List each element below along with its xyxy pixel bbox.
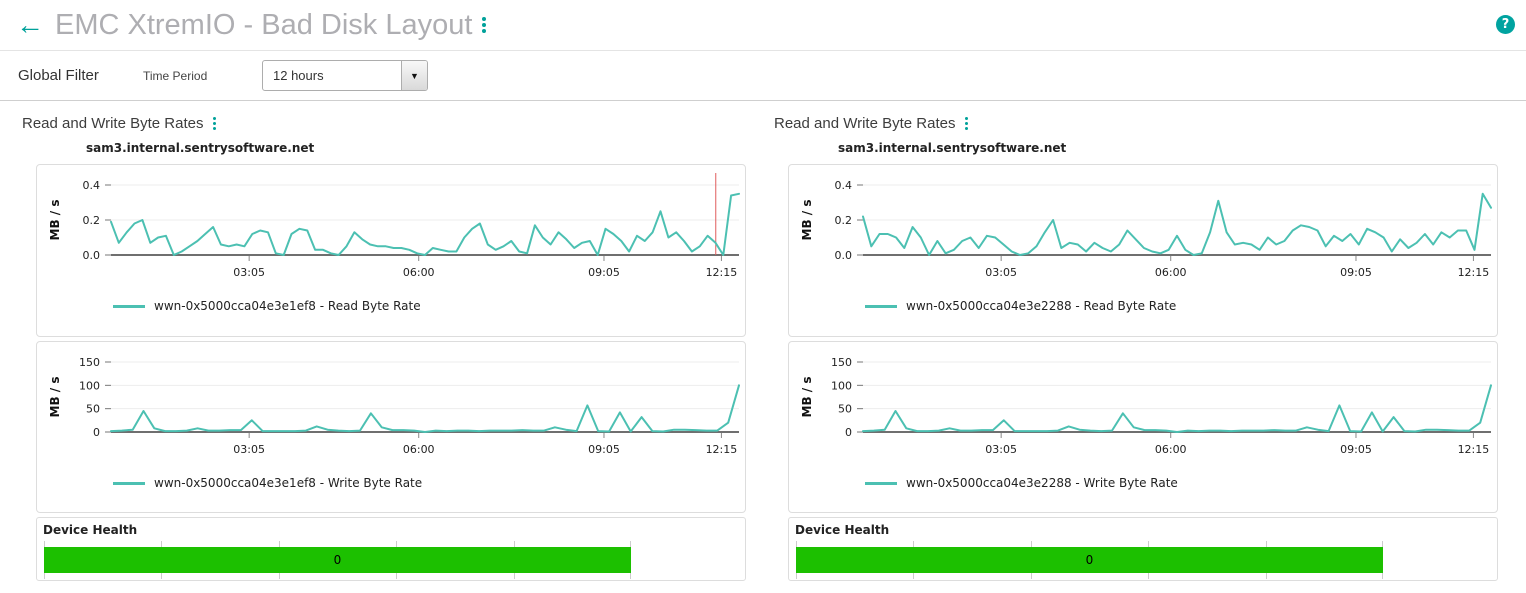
title-menu-icon[interactable]: [482, 17, 487, 33]
svg-text:03:05: 03:05: [985, 443, 1017, 456]
global-filter-bar: Global Filter Time Period 12 hours ▼: [0, 52, 1526, 101]
section-header: Read and Write Byte Rates: [774, 112, 1498, 134]
svg-text:100: 100: [831, 379, 852, 392]
legend-label: wwn-0x5000cca04e3e1ef8 - Write Byte Rate: [154, 476, 423, 490]
svg-text:12:15: 12:15: [706, 266, 738, 279]
back-button[interactable]: ←: [16, 9, 44, 40]
time-period-select[interactable]: 12 hours ▼: [262, 60, 428, 91]
time-period-label: Time Period: [143, 69, 208, 83]
section-title: Read and Write Byte Rates: [22, 114, 204, 132]
column-right: Read and Write Byte Rates sam3.internal.…: [772, 112, 1498, 581]
read-chart-card: 0.0 0.2 0.4 03:05 06:00 09:05 12:15 MB / s wwn-…: [788, 164, 1498, 337]
write-chart-card: 0 50 100 150 03:05 06:00 09:05 12:15 MB / s wwn-…: [788, 341, 1498, 513]
svg-text:0.0: 0.0: [835, 249, 853, 262]
read-byte-rate-chart[interactable]: 0.0 0.2 0.4 03:05 06:00 09:05 12:15 MB / s: [789, 165, 1497, 287]
write-chart-card: 0 50 100 150 03:05 06:00 09:05 12:15 MB / s wwn-…: [36, 341, 746, 513]
section-header: Read and Write Byte Rates: [22, 112, 746, 134]
legend-label: wwn-0x5000cca04e3e2288 - Read Byte Rate: [906, 299, 1177, 313]
device-health-value: 0: [1085, 553, 1094, 567]
dropdown-arrow-icon[interactable]: ▼: [401, 61, 427, 90]
section-menu-icon[interactable]: [965, 116, 969, 130]
gauge-ticks: [44, 541, 631, 547]
svg-text:03:05: 03:05: [985, 266, 1017, 279]
svg-text:0: 0: [845, 426, 852, 439]
svg-text:MB / s: MB / s: [800, 200, 814, 241]
svg-text:100: 100: [79, 379, 100, 392]
svg-text:12:15: 12:15: [706, 443, 738, 456]
device-health-card: Device Health 0: [788, 517, 1498, 581]
device-health-value: 0: [333, 553, 342, 567]
legend-line-swatch: [113, 481, 145, 485]
device-health-bar: 0: [44, 547, 631, 573]
svg-text:MB / s: MB / s: [48, 200, 62, 241]
legend-line-swatch: [865, 481, 897, 485]
chart-legend: wwn-0x5000cca04e3e1ef8 - Write Byte Rate: [113, 476, 745, 490]
chart-legend: wwn-0x5000cca04e3e2288 - Write Byte Rate: [865, 476, 1497, 490]
help-button[interactable]: ?: [1496, 15, 1515, 34]
section-menu-icon[interactable]: [213, 116, 217, 130]
device-health-title: Device Health: [43, 523, 138, 537]
legend-line-swatch: [865, 304, 897, 308]
gauge-ticks: [796, 541, 1383, 547]
svg-text:12:15: 12:15: [1458, 266, 1490, 279]
svg-text:150: 150: [79, 356, 100, 369]
svg-text:06:00: 06:00: [403, 443, 435, 456]
svg-text:MB / s: MB / s: [800, 377, 814, 418]
gauge-ticks: [44, 573, 631, 579]
svg-text:09:05: 09:05: [588, 266, 620, 279]
device-health-bar: 0: [796, 547, 1383, 573]
legend-label: wwn-0x5000cca04e3e2288 - Write Byte Rate: [906, 476, 1178, 490]
svg-text:0.0: 0.0: [83, 249, 101, 262]
svg-text:MB / s: MB / s: [48, 377, 62, 418]
legend-line-swatch: [113, 304, 145, 308]
gauge-ticks: [796, 573, 1383, 579]
svg-text:0.2: 0.2: [835, 214, 853, 227]
top-bar: ← EMC XtremIO - Bad Disk Layout ?: [0, 0, 1526, 51]
svg-text:06:00: 06:00: [403, 266, 435, 279]
read-chart-card: 0.0 0.2 0.4 03:05 06:00 09:05 12:15 MB / s wwn-…: [36, 164, 746, 337]
section-title: Read and Write Byte Rates: [774, 114, 956, 132]
host-label: sam3.internal.sentrysoftware.net: [86, 141, 315, 155]
global-filter-label: Global Filter: [18, 67, 99, 84]
svg-text:12:15: 12:15: [1458, 443, 1490, 456]
write-byte-rate-chart[interactable]: 0 50 100 150 03:05 06:00 09:05 12:15 MB / s: [789, 342, 1497, 464]
svg-text:09:05: 09:05: [1340, 443, 1372, 456]
time-period-value: 12 hours: [273, 68, 324, 83]
svg-text:0.4: 0.4: [83, 179, 101, 192]
svg-text:50: 50: [86, 403, 100, 416]
svg-text:03:05: 03:05: [233, 266, 265, 279]
legend-label: wwn-0x5000cca04e3e1ef8 - Read Byte Rate: [154, 299, 421, 313]
device-health-title: Device Health: [795, 523, 890, 537]
page-title: EMC XtremIO - Bad Disk Layout: [55, 8, 473, 41]
svg-text:150: 150: [831, 356, 852, 369]
host-label: sam3.internal.sentrysoftware.net: [838, 141, 1067, 155]
svg-text:0.4: 0.4: [835, 179, 853, 192]
write-byte-rate-chart[interactable]: 0 50 100 150 03:05 06:00 09:05 12:15 MB / s: [37, 342, 745, 464]
column-left: Read and Write Byte Rates sam3.internal.…: [20, 112, 746, 581]
svg-text:06:00: 06:00: [1155, 266, 1187, 279]
read-byte-rate-chart[interactable]: 0.0 0.2 0.4 03:05 06:00 09:05 12:15 MB / s: [37, 165, 745, 287]
svg-text:0: 0: [93, 426, 100, 439]
svg-text:09:05: 09:05: [588, 443, 620, 456]
svg-text:0.2: 0.2: [83, 214, 101, 227]
svg-text:09:05: 09:05: [1340, 266, 1372, 279]
svg-text:06:00: 06:00: [1155, 443, 1187, 456]
device-health-gauge: 0: [44, 541, 631, 579]
chart-legend: wwn-0x5000cca04e3e2288 - Read Byte Rate: [865, 299, 1497, 313]
device-health-gauge: 0: [796, 541, 1383, 579]
svg-text:50: 50: [838, 403, 852, 416]
svg-text:03:05: 03:05: [233, 443, 265, 456]
chart-legend: wwn-0x5000cca04e3e1ef8 - Read Byte Rate: [113, 299, 745, 313]
device-health-card: Device Health 0: [36, 517, 746, 581]
